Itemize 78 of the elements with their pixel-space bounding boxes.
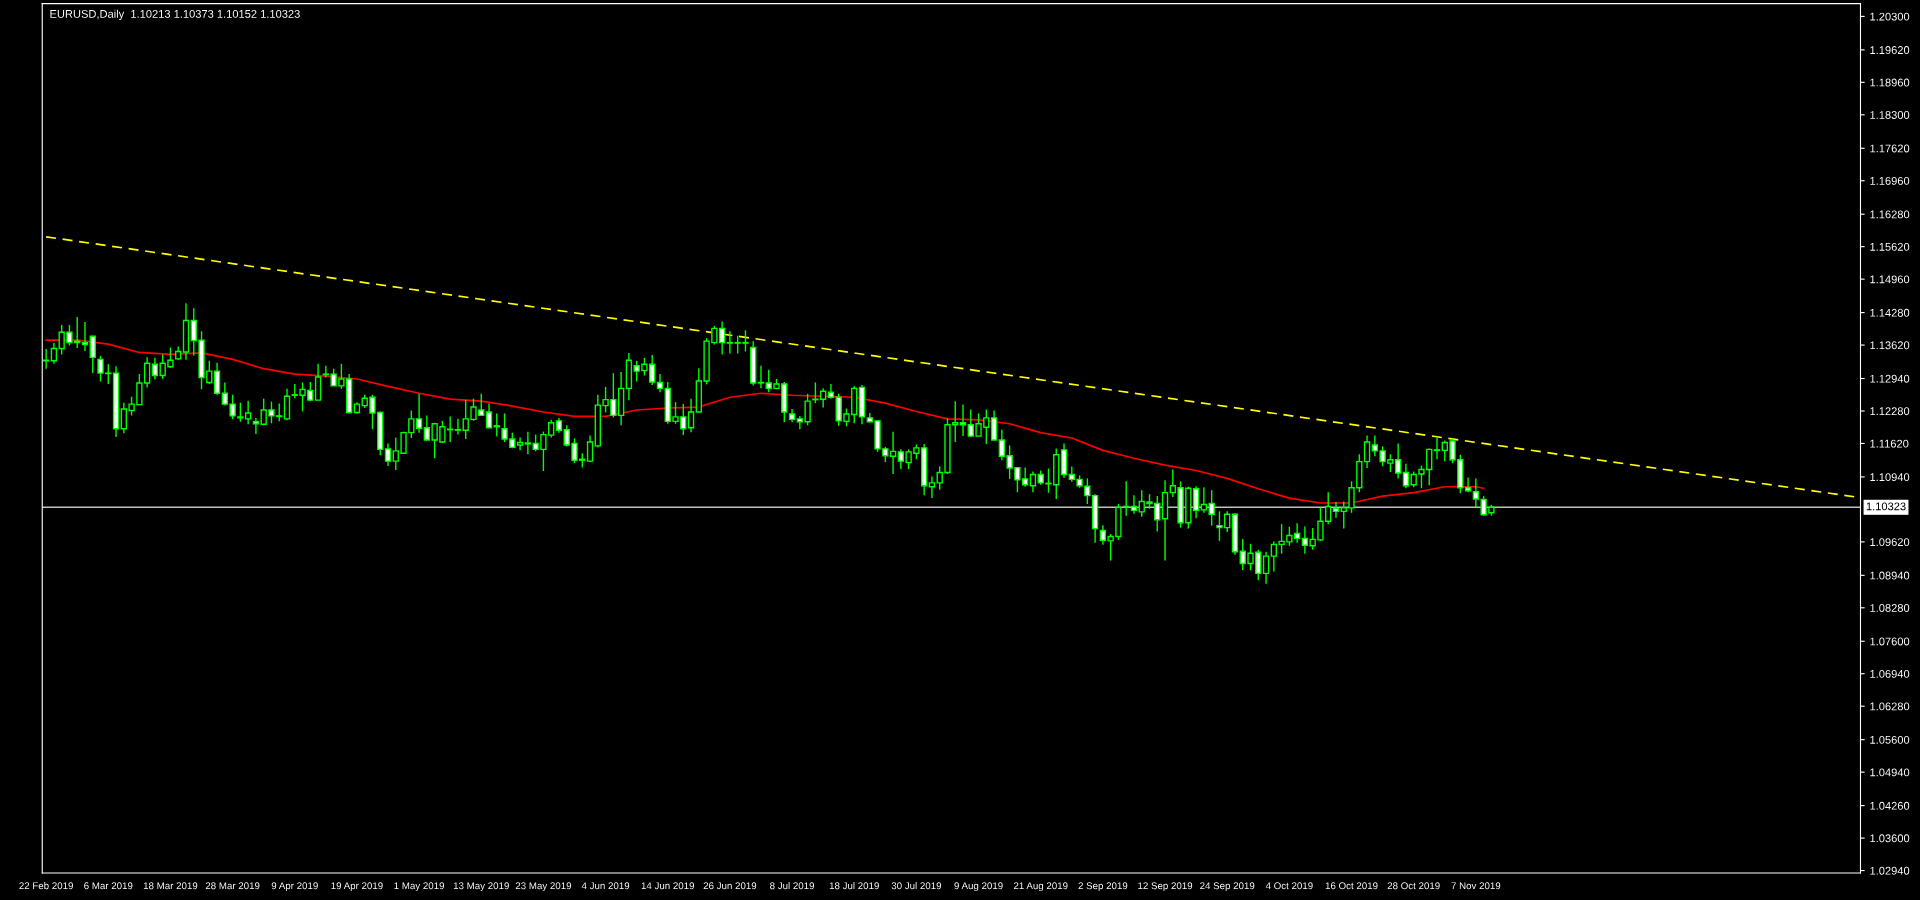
x-tick-label: 30 Jul 2019 <box>891 882 942 890</box>
x-tick-label: 14 Jun 2019 <box>641 882 695 890</box>
candlestick <box>1464 476 1472 493</box>
x-tick-label: 12 Sep 2019 <box>1138 882 1193 892</box>
y-tick-label: 1.14960 <box>1870 275 1910 284</box>
x-tick-label: 4 Oct 2019 <box>1265 882 1313 890</box>
candlestick <box>1363 434 1371 469</box>
x-tick-label: 4 Jun 2019 <box>581 882 630 890</box>
y-tick-label: 1.11620 <box>1870 439 1909 448</box>
candlestick <box>283 388 291 422</box>
x-tick-label: 2 Sep 2019 <box>1078 882 1128 892</box>
x-tick-label: 13 May 2019 <box>453 882 509 892</box>
x-tick-label: 24 Sep 2019 <box>1200 882 1255 892</box>
x-tick-label: 9 Apr 2019 <box>271 882 318 892</box>
y-tick-label: 1.06280 <box>1870 702 1910 711</box>
candlestick <box>757 365 765 390</box>
text: EURUSD,Daily 1.10213 1.10373 1.10152 1.10323 <box>50 9 300 21</box>
x-tick-label: 16 Oct 2019 <box>1325 882 1378 890</box>
y-tick-label: 1.13620 <box>1870 341 1910 350</box>
y-tick-label: 1.18300 <box>1870 111 1910 119</box>
y-tick-label: 1.08940 <box>1870 571 1910 580</box>
x-tick-label: 1 May 2019 <box>394 882 445 892</box>
candlestick <box>314 363 322 401</box>
y-tick-label: 1.07600 <box>1870 637 1910 646</box>
candlestick <box>687 397 695 433</box>
y-tick-label: 1.08280 <box>1870 604 1910 612</box>
y-tick-label: 1.06940 <box>1870 670 1910 678</box>
candlestick <box>493 412 500 438</box>
y-tick-label: 1.09620 <box>1870 538 1910 547</box>
y-tick-label: 1.03600 <box>1870 834 1910 843</box>
candlestick <box>1402 462 1410 489</box>
y-tick-label: 1.10940 <box>1870 473 1910 482</box>
candlestick <box>656 373 664 393</box>
x-tick-label: 28 Mar 2019 <box>205 882 260 890</box>
y-tick-label: 1.15620 <box>1870 242 1910 251</box>
candlestick <box>1332 501 1340 519</box>
x-tick-label: 18 Mar 2019 <box>143 882 198 890</box>
candlestick <box>889 430 897 475</box>
x-tick-label: 6 Mar 2019 <box>84 882 133 890</box>
candlestick <box>959 403 967 437</box>
x-tick-label: 7 Nov 2019 <box>1451 882 1501 890</box>
candlestick <box>586 434 594 463</box>
y-tick-label: 1.18960 <box>1870 78 1910 87</box>
y-tick-label: 1.16280 <box>1870 210 1910 219</box>
ref-line-label: 1.10323 <box>1866 502 1906 511</box>
x-tick-label: 26 Jun 2019 <box>703 882 757 890</box>
candlestick <box>928 475 936 499</box>
y-tick-label: 1.19620 <box>1870 46 1910 54</box>
y-tick-label: 1.16960 <box>1870 176 1910 185</box>
y-tick-label: 1.14280 <box>1870 308 1910 317</box>
candlestick <box>1029 470 1037 493</box>
y-tick-label: 1.17620 <box>1870 144 1910 153</box>
candlestick <box>42 348 50 370</box>
y-tick-label: 1.20300 <box>1870 12 1910 21</box>
x-tick-label: 8 Jul 2019 <box>770 882 815 890</box>
x-tick-label: 28 Oct 2019 <box>1387 882 1440 890</box>
y-tick-label: 1.12280 <box>1870 407 1910 416</box>
x-tick-label: 9 Aug 2019 <box>954 882 1003 892</box>
x-tick-label: 19 Apr 2019 <box>331 882 383 892</box>
x-tick-label: 21 Aug 2019 <box>1013 882 1068 892</box>
candlestick <box>81 321 89 352</box>
candlestick <box>384 442 392 467</box>
candlestick <box>1433 436 1441 460</box>
candlestick <box>89 335 96 374</box>
x-tick-label: 23 May 2019 <box>515 882 572 892</box>
y-tick-label: 1.04940 <box>1870 768 1910 777</box>
candlestick <box>1130 494 1138 515</box>
x-tick-label: 22 Feb 2019 <box>19 882 73 890</box>
y-tick-label: 1.05600 <box>1870 735 1910 744</box>
y-tick-label: 1.04260 <box>1870 801 1910 810</box>
candlestick <box>485 402 493 429</box>
candlestick <box>1262 551 1270 585</box>
y-tick-label: 1.02940 <box>1870 866 1910 875</box>
candlestick <box>252 417 260 435</box>
candlestick <box>213 362 221 396</box>
candlestick <box>454 418 462 436</box>
x-tick-label: 18 Jul 2019 <box>829 882 879 890</box>
y-tick-label: 1.12940 <box>1870 374 1910 383</box>
